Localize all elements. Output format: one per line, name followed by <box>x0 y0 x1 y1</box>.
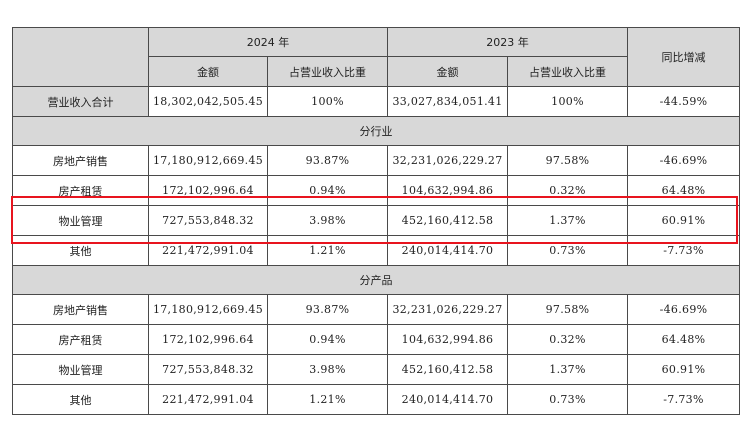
ratio-2024: 1.21% <box>267 235 388 266</box>
header-row-years: 2024 年 2023 年 同比增减 <box>12 27 740 87</box>
total-amount-2023: 33,027,834,051.41 <box>387 86 508 117</box>
amount-2024: 17,180,912,669.45 <box>148 294 268 325</box>
ratio-2023: 1.37% <box>507 354 628 385</box>
amount-2024: 727,553,848.32 <box>148 205 268 236</box>
header-amount-2024: 金额 <box>148 56 268 87</box>
ratio-2024: 0.94% <box>267 175 388 206</box>
ratio-2024: 0.94% <box>267 324 388 355</box>
amount-2024: 221,472,991.04 <box>148 235 268 266</box>
table-row: 房产租赁 172,102,996.64 0.94% 104,632,994.86… <box>12 324 740 355</box>
table-row: 物业管理 727,553,848.32 3.98% 452,160,412.58… <box>12 354 740 385</box>
yoy-change: -7.73% <box>627 235 740 266</box>
header-amount-2023: 金额 <box>387 56 508 87</box>
ratio-2024: 93.87% <box>267 294 388 325</box>
section-title-product: 分产品 <box>12 265 740 295</box>
yoy-change: 60.91% <box>627 205 740 236</box>
ratio-2024: 3.98% <box>267 205 388 236</box>
ratio-2023: 97.58% <box>507 145 628 176</box>
amount-2023: 104,632,994.86 <box>387 324 508 355</box>
table-row: 其他 221,472,991.04 1.21% 240,014,414.70 0… <box>12 384 740 415</box>
amount-2023: 240,014,414.70 <box>387 384 508 415</box>
total-ratio-2023: 100% <box>507 86 628 117</box>
row-label: 房产租赁 <box>12 324 149 355</box>
ratio-2023: 1.37% <box>507 205 628 236</box>
amount-2023: 452,160,412.58 <box>387 354 508 385</box>
yoy-change: 64.48% <box>627 175 740 206</box>
table-row: 房地产销售 17,180,912,669.45 93.87% 32,231,02… <box>12 294 740 325</box>
header-year-2023: 2023 年 <box>387 27 628 57</box>
yoy-change: -46.69% <box>627 294 740 325</box>
section-title-industry: 分行业 <box>12 116 740 146</box>
yoy-change: 64.48% <box>627 324 740 355</box>
revenue-table: 2024 年 2023 年 同比增减 金额 占营业收入比重 金额 占营业收入比重… <box>12 27 740 415</box>
total-label: 营业收入合计 <box>12 86 149 117</box>
ratio-2023: 0.73% <box>507 384 628 415</box>
row-label: 其他 <box>12 384 149 415</box>
table-row: 房产租赁 172,102,996.64 0.94% 104,632,994.86… <box>12 175 740 206</box>
table-row: 房地产销售 17,180,912,669.45 93.87% 32,231,02… <box>12 145 740 176</box>
amount-2024: 221,472,991.04 <box>148 384 268 415</box>
header-yoy: 同比增减 <box>627 27 740 87</box>
yoy-change: -7.73% <box>627 384 740 415</box>
ratio-2024: 1.21% <box>267 384 388 415</box>
table-row-highlighted: 物业管理 727,553,848.32 3.98% 452,160,412.58… <box>12 205 740 236</box>
section-header-industry: 分行业 <box>12 116 740 146</box>
table-row: 其他 221,472,991.04 1.21% 240,014,414.70 0… <box>12 235 740 266</box>
row-label: 房地产销售 <box>12 294 149 325</box>
header-row-columns: 金额 占营业收入比重 金额 占营业收入比重 <box>13 56 740 87</box>
amount-2023: 452,160,412.58 <box>387 205 508 236</box>
total-row: 营业收入合计 18,302,042,505.45 100% 33,027,834… <box>12 86 740 117</box>
amount-2024: 172,102,996.64 <box>148 324 268 355</box>
row-label: 房产租赁 <box>12 175 149 206</box>
amount-2023: 240,014,414.70 <box>387 235 508 266</box>
ratio-2024: 3.98% <box>267 354 388 385</box>
row-label: 房地产销售 <box>12 145 149 176</box>
row-label: 物业管理 <box>12 354 149 385</box>
header-year-2024: 2024 年 <box>148 27 388 57</box>
ratio-2024: 93.87% <box>267 145 388 176</box>
row-label: 其他 <box>12 235 149 266</box>
total-yoy: -44.59% <box>627 86 740 117</box>
amount-2023: 32,231,026,229.27 <box>387 294 508 325</box>
ratio-2023: 97.58% <box>507 294 628 325</box>
ratio-2023: 0.73% <box>507 235 628 266</box>
ratio-2023: 0.32% <box>507 175 628 206</box>
header-ratio-2024: 占营业收入比重 <box>267 56 388 87</box>
ratio-2023: 0.32% <box>507 324 628 355</box>
row-label: 物业管理 <box>12 205 149 236</box>
header-ratio-2023: 占营业收入比重 <box>507 56 628 87</box>
yoy-change: -46.69% <box>627 145 740 176</box>
amount-2024: 172,102,996.64 <box>148 175 268 206</box>
amount-2023: 104,632,994.86 <box>387 175 508 206</box>
amount-2023: 32,231,026,229.27 <box>387 145 508 176</box>
section-header-product: 分产品 <box>12 265 740 295</box>
header-corner <box>12 27 149 87</box>
total-ratio-2024: 100% <box>267 86 388 117</box>
amount-2024: 17,180,912,669.45 <box>148 145 268 176</box>
amount-2024: 727,553,848.32 <box>148 354 268 385</box>
yoy-change: 60.91% <box>627 354 740 385</box>
total-amount-2024: 18,302,042,505.45 <box>148 86 268 117</box>
